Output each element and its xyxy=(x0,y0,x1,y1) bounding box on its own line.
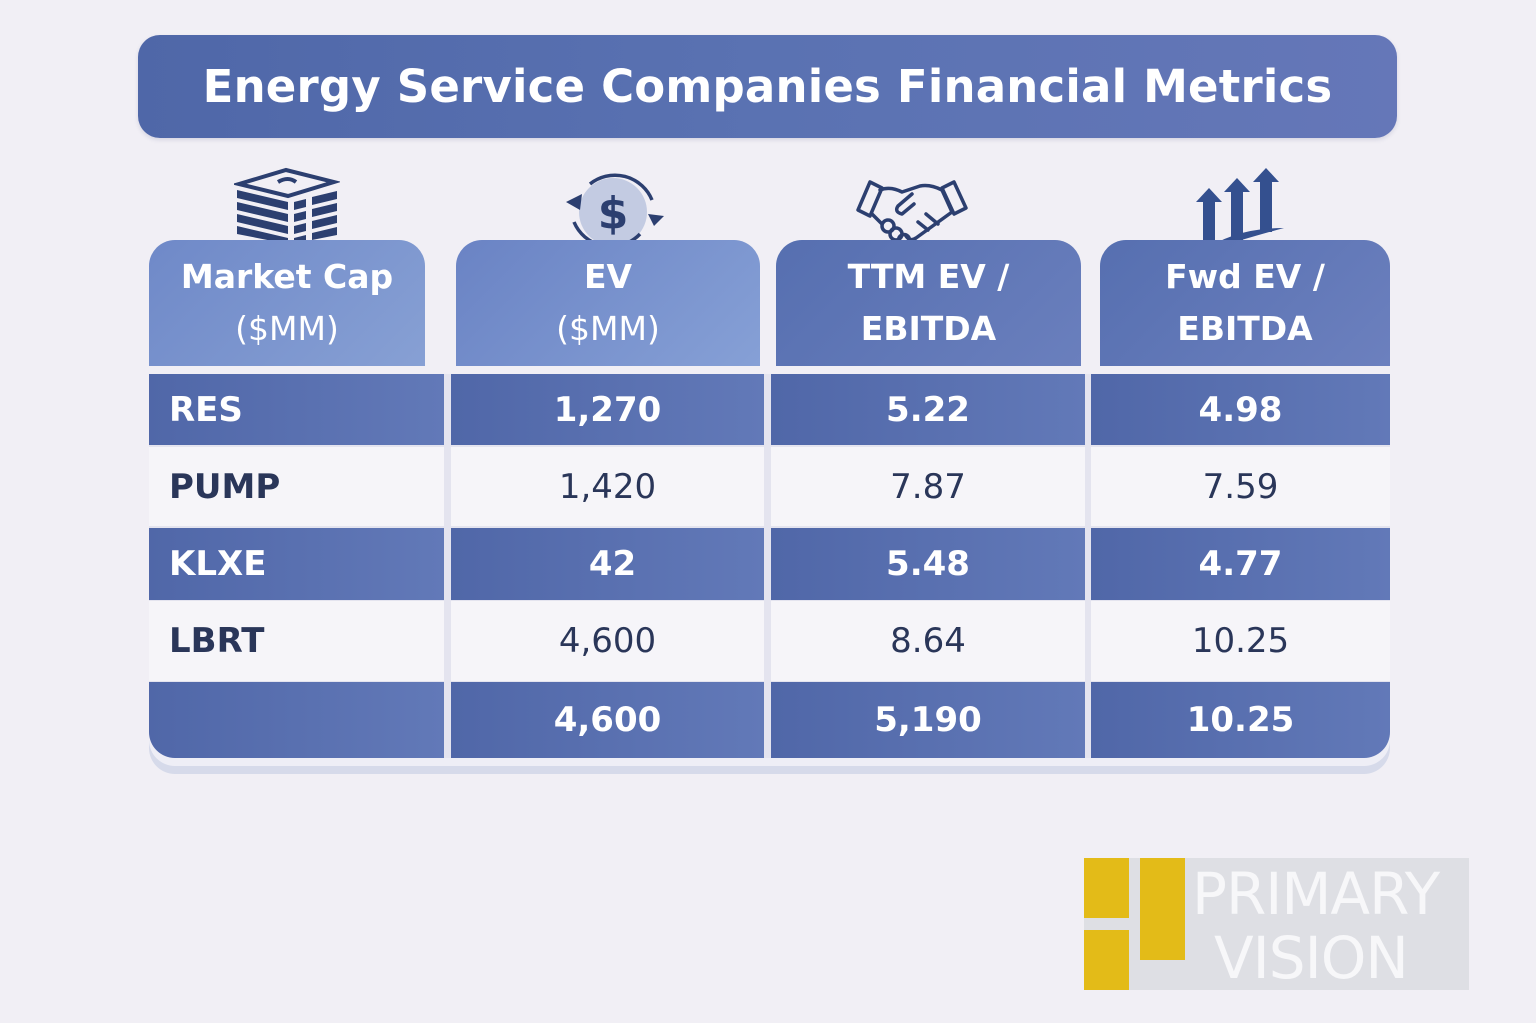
logo-text-vision: VISION xyxy=(1214,924,1409,992)
ttm-ev-ebitda-cell: 8.64 xyxy=(771,601,1085,681)
logo-square-top xyxy=(1084,858,1129,918)
title-banner: Energy Service Companies Financial Metri… xyxy=(138,35,1397,138)
ev-cell: 42 xyxy=(451,528,764,600)
column-header-market-cap: Market Cap ($MM) xyxy=(149,240,425,366)
ttm-ev-ebitda-cell: 5.48 xyxy=(771,528,1085,600)
header-label: TTM EV / xyxy=(847,257,1010,296)
fwd-ev-ebitda-cell: 4.98 xyxy=(1091,374,1390,445)
logo-text-primary: PRIMARY xyxy=(1192,860,1440,928)
header-unit: ($MM) xyxy=(235,309,339,348)
handshake-icon xyxy=(856,180,968,248)
fwd-ev-ebitda-cell: 10.25 xyxy=(1091,682,1390,758)
ticker-cell: KLXE xyxy=(149,528,444,600)
fwd-ev-ebitda-cell: 4.77 xyxy=(1091,528,1390,600)
primary-vision-logo: PRIMARY VISION xyxy=(1084,858,1469,990)
ttm-ev-ebitda-cell: 5.22 xyxy=(771,374,1085,445)
column-header-ev: EV ($MM) xyxy=(456,240,760,366)
stacked-money-icon xyxy=(234,167,340,244)
header-label: Market Cap xyxy=(180,257,394,296)
header-label: Fwd EV / xyxy=(1165,257,1325,296)
column-header-ttm-ev-ebitda: TTM EV / EBITDA xyxy=(776,240,1081,366)
fwd-ev-ebitda-cell: 10.25 xyxy=(1091,601,1390,681)
metrics-table: RES 1,270 5.22 4.98 PUMP 1,420 7.87 7.59 KLXE 42 5… xyxy=(149,374,1390,758)
column-header-fwd-ev-ebitda: Fwd EV / EBITDA xyxy=(1100,240,1390,366)
logo-square-tall xyxy=(1140,858,1185,960)
ticker-cell: LBRT xyxy=(149,601,444,681)
header-label-line2: EBITDA xyxy=(1177,309,1313,348)
ticker-cell: RES xyxy=(149,374,444,445)
ev-cell: 1,270 xyxy=(451,374,764,445)
ticker-cell: PUMP xyxy=(149,447,444,526)
logo-square-bottom xyxy=(1084,930,1129,990)
ev-cell: 4,600 xyxy=(451,601,764,681)
header-unit: ($MM) xyxy=(556,309,660,348)
header-label-line2: EBITDA xyxy=(860,309,997,348)
ttm-ev-ebitda-cell: 5,190 xyxy=(771,682,1085,758)
ev-cell: 4,600 xyxy=(451,682,764,758)
ttm-ev-ebitda-cell: 7.87 xyxy=(771,447,1085,526)
ticker-cell xyxy=(149,682,444,758)
ev-cell: 1,420 xyxy=(451,447,764,526)
fwd-ev-ebitda-cell: 7.59 xyxy=(1091,447,1390,526)
dollar-cycle-icon: $ xyxy=(566,173,664,249)
growth-arrows-icon xyxy=(1196,168,1284,252)
page-title: Energy Service Companies Financial Metri… xyxy=(202,60,1333,113)
header-label: EV xyxy=(583,257,633,296)
svg-text:$: $ xyxy=(598,188,629,239)
